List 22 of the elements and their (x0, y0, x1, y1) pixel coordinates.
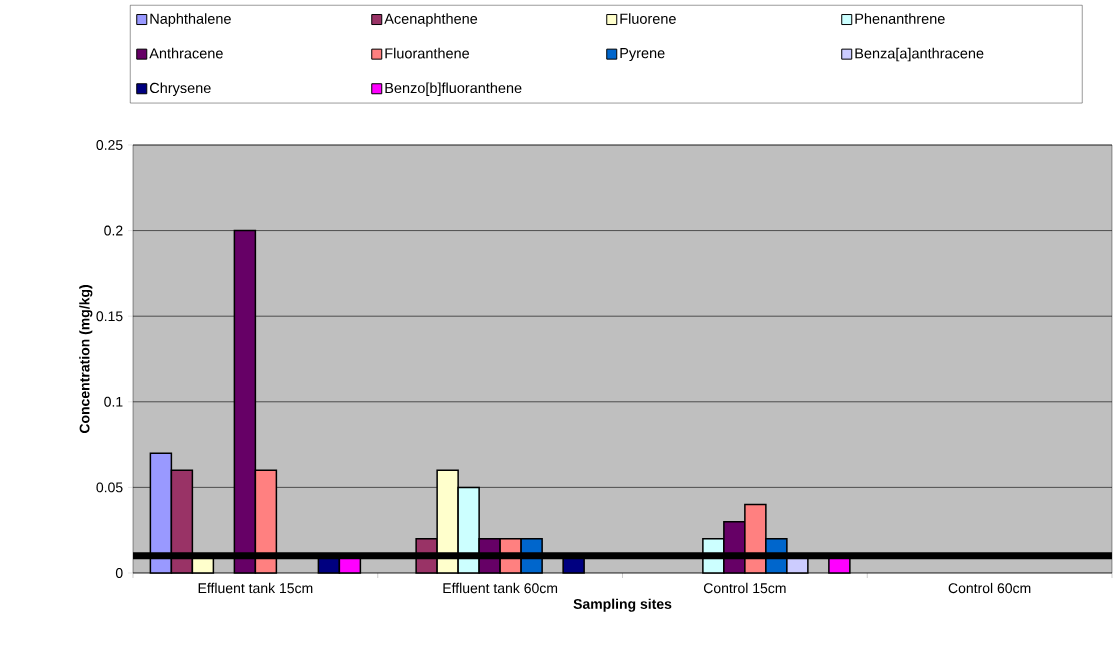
legend-label: Naphthalene (150, 13, 231, 27)
y-tick-label: 0 (115, 568, 123, 578)
legend-label: Pyrene (620, 48, 665, 62)
x-tick-label: Control 15cm (703, 582, 786, 594)
legend-label: Chrysene (150, 82, 211, 96)
y-tick-label: 0.05 (96, 482, 123, 493)
x-tick-label: Effluent tank 60cm (443, 582, 558, 594)
x-tick-label: Control 60cm (948, 582, 1031, 594)
legend-label: Benzo[b]fluoranthene (385, 82, 522, 96)
legend-label: Phenanthrene (855, 13, 945, 24)
y-axis-title: Concentration (mg/kg) (79, 285, 93, 434)
legend-label: Fluorene (620, 13, 676, 24)
legend-label: Fluoranthene (385, 47, 470, 59)
y-tick-label: 0.1 (104, 396, 123, 407)
x-axis-title: Sampling sites (573, 598, 672, 612)
y-tick-label: 0.15 (96, 311, 123, 322)
legend-label: Anthracene (149, 47, 223, 59)
x-tick-label: Effluent tank 15cm (198, 582, 313, 594)
legend-label: Benza[a]anthracene (855, 47, 984, 62)
y-tick-label: 0.25 (96, 140, 123, 150)
y-tick-label: 0.2 (104, 225, 123, 236)
legend-label: Acenaphthene (384, 13, 478, 27)
